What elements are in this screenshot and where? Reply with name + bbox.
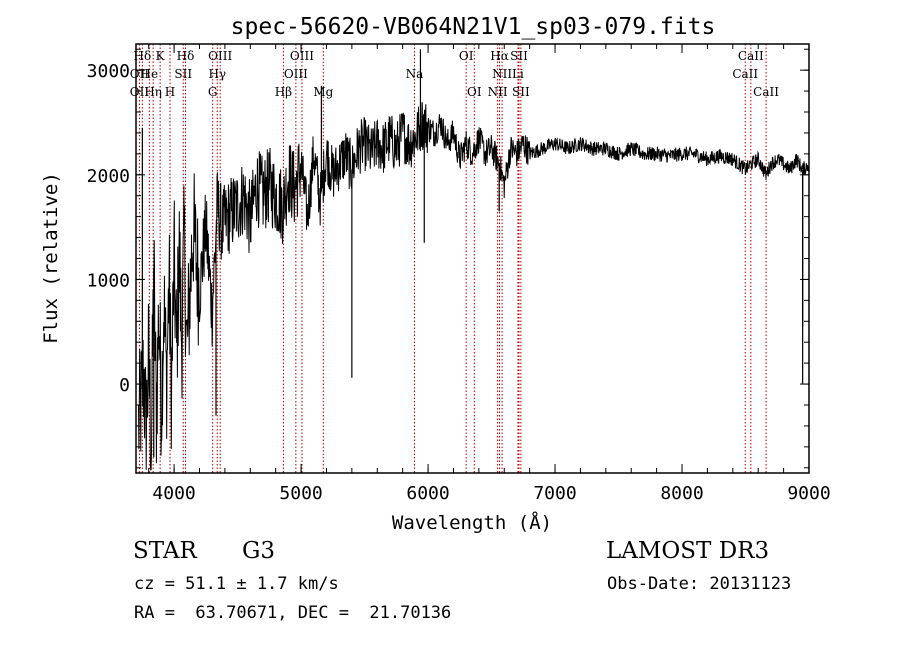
observation-date: Obs-Date: 20131123 (607, 574, 792, 594)
line-label: Hβ (275, 85, 292, 99)
line-label: K (156, 49, 166, 63)
survey-name: LAMOST DR3 (606, 538, 770, 564)
line-label: SII (510, 49, 528, 63)
line-label: OI (459, 49, 474, 63)
line-label: NII (488, 85, 508, 99)
y-tick-label: 2000 (87, 166, 130, 187)
line-label: Na (406, 67, 424, 81)
x-tick-label: 9000 (787, 483, 830, 504)
line-label: G (208, 85, 218, 99)
line-label: Hδ (177, 49, 195, 63)
line-label: H (165, 85, 175, 99)
y-axis-label: Flux (relative) (40, 172, 62, 344)
object-class: STAR (133, 538, 197, 564)
redshift-velocity: cz = 51.1 ± 1.7 km/s (134, 574, 339, 594)
x-tick-label: 5000 (279, 483, 322, 504)
x-tick-label: 7000 (533, 483, 576, 504)
flux-series-layer (138, 49, 810, 471)
line-label: Hδ (133, 49, 151, 63)
line-label: CaII (738, 49, 764, 63)
x-tick-label: 8000 (660, 483, 703, 504)
x-tick-label: 6000 (406, 483, 449, 504)
object-subclass: G3 (242, 538, 276, 564)
line-label: Hη (144, 85, 162, 99)
sky-coordinates: RA = 63.70671, DEC = 21.70136 (134, 603, 452, 623)
line-label: SII (174, 67, 192, 81)
plot-frame (135, 43, 810, 474)
x-axis-ticks: 4000 5000 6000 7000 8000 9000 (148, 44, 831, 504)
line-label: Hα (490, 49, 509, 63)
line-label: Hγ (208, 67, 226, 81)
y-tick-label: 3000 (87, 61, 130, 82)
line-label: OI (467, 85, 482, 99)
flux-series-line (138, 101, 810, 471)
line-label: SII (512, 85, 530, 99)
line-label: He (141, 67, 159, 81)
line-label: OIII (284, 67, 308, 81)
y-tick-label: 1000 (87, 270, 130, 291)
spectral-line-markers (138, 44, 767, 473)
y-axis-ticks: 0 1000 2000 3000 (87, 48, 809, 469)
line-label: CaII (753, 85, 779, 99)
x-axis-label: Wavelength (Å) (392, 511, 552, 534)
line-label: CaII (732, 67, 758, 81)
line-label: OIII (208, 49, 232, 63)
line-label: OII (130, 85, 150, 99)
line-label: OIII (290, 49, 314, 63)
line-label: NII (492, 67, 512, 81)
x-tick-label: 4000 (152, 483, 195, 504)
chart-title: spec-56620-VB064N21V1_sp03-079.fits (231, 14, 716, 40)
line-label: Li (512, 67, 524, 81)
y-tick-label: 0 (119, 375, 130, 396)
line-label: Mg (313, 85, 333, 99)
